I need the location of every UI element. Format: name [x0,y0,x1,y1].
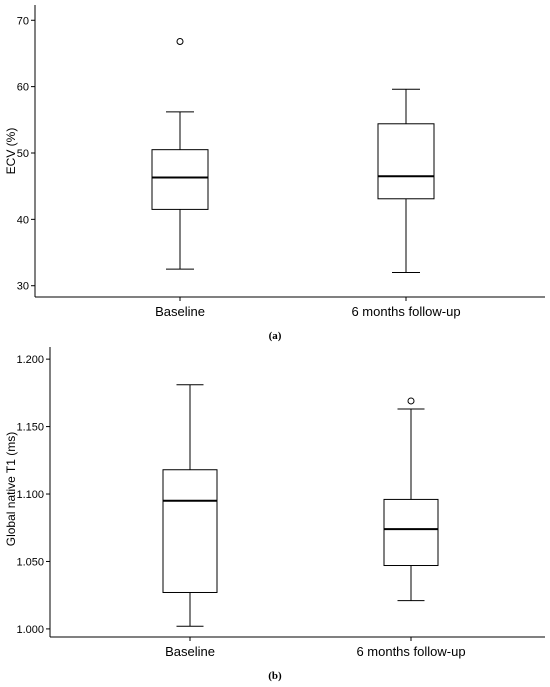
x-category-label: Baseline [165,644,215,659]
y-tick-label: 1.150 [16,422,44,434]
y-tick-label: 1.050 [16,556,44,568]
panel-b-chart: Global native T1 (ms) (b) 1.000 1.050 1.10… [4,347,545,682]
x-category-label: 6 months follow-up [356,644,465,659]
y-tick-label: 1.000 [16,624,44,636]
outlier-point [407,397,415,405]
y-tick-label: 1.100 [16,489,44,501]
panel-a-label: (a) [269,330,282,342]
box-iqr [377,123,435,200]
panel-b-label: (b) [268,670,282,682]
box-iqr [383,498,439,567]
panel-a-chart: ECV (%) (a) 30 40 50 60 70 Baseline 6 months f… [4,5,545,342]
y-tick-label: 40 [17,214,29,226]
y-tick-label: 30 [17,281,29,293]
panel-b-y-axis-title: Global native T1 (ms) [4,432,18,547]
x-category-label: Baseline [155,304,205,319]
y-tick-label: 70 [17,15,29,27]
box-iqr [151,149,209,210]
outlier-point [176,38,184,45]
y-tick-label: 50 [17,148,29,160]
x-category-label: 6 months follow-up [351,304,460,319]
y-tick-label: 1.200 [16,354,44,366]
y-tick-label: 60 [17,82,29,94]
panel-a-y-axis-title: ECV (%) [4,128,18,175]
box-iqr [162,469,218,593]
